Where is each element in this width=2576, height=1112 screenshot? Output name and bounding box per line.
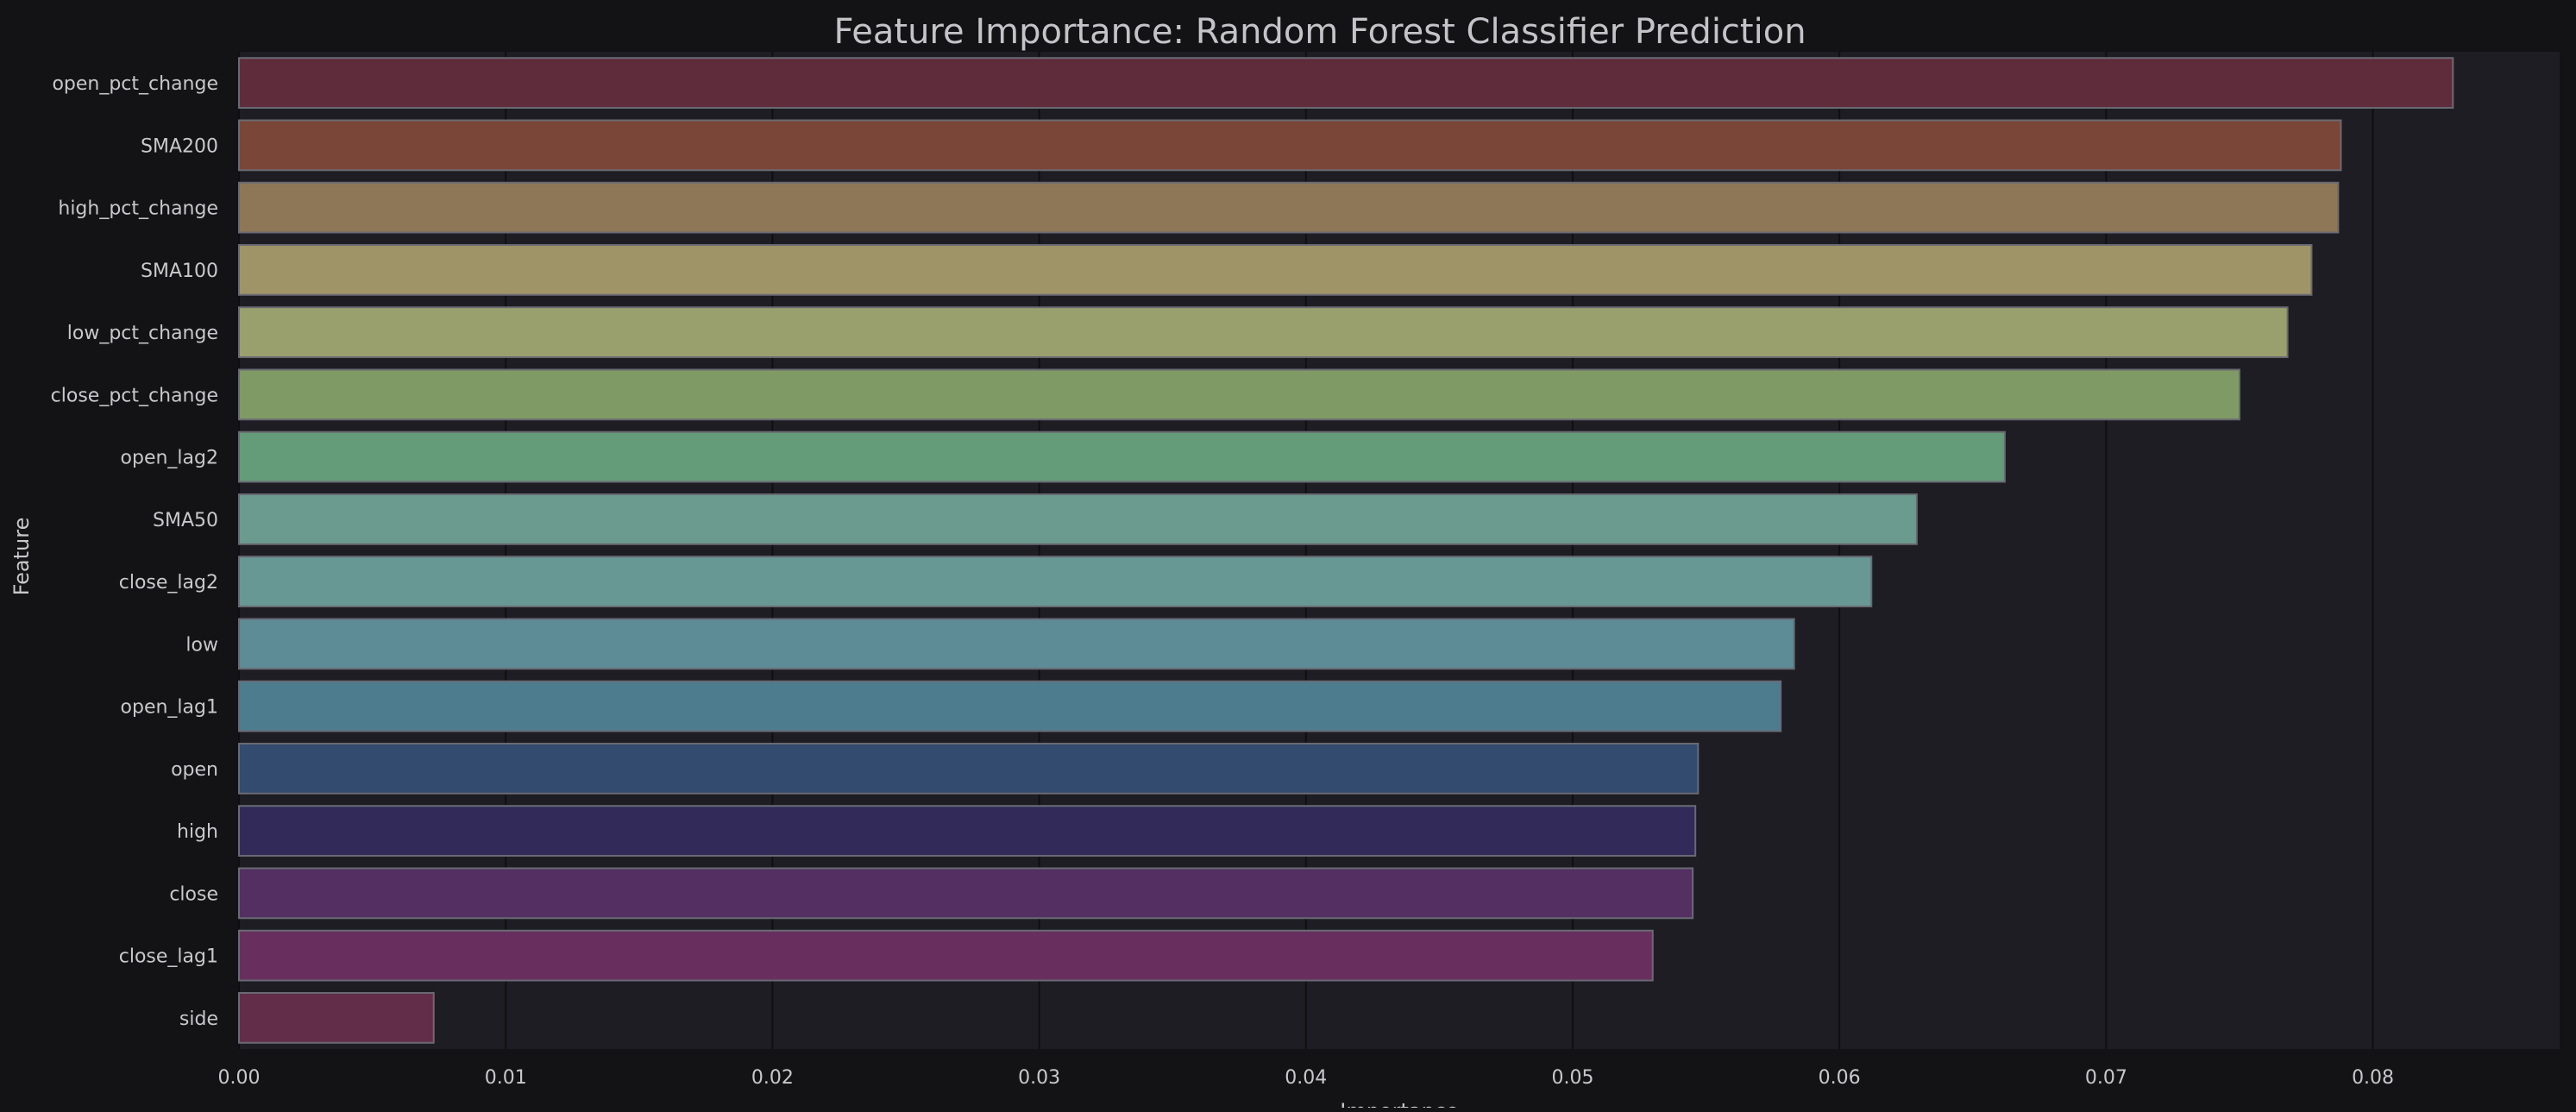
- bar-open-pct-change: [238, 57, 2454, 110]
- y-tick-label: SMA200: [141, 135, 218, 157]
- x-axis-label: Importance: [1340, 1099, 1459, 1108]
- x-tick-label: 0.02: [751, 1067, 794, 1089]
- y-tick-label: low_pct_change: [67, 323, 218, 344]
- x-tick-label: 0.00: [218, 1067, 261, 1089]
- bar-close-lag1: [238, 929, 1654, 982]
- y-tick-label: open_lag2: [121, 448, 218, 469]
- y-axis-label: Feature: [9, 518, 34, 596]
- x-tick-label: 0.07: [2085, 1067, 2127, 1089]
- x-tick-labels: 0.00 0.01 0.02 0.03 0.04 0.05 0.06 0.07 0.08: [218, 1067, 2395, 1089]
- y-tick-label: open: [171, 759, 218, 781]
- bars: [238, 57, 2454, 1044]
- x-tick-label: 0.05: [1551, 1067, 1593, 1089]
- x-tick-label: 0.08: [2352, 1067, 2394, 1089]
- y-tick-label: open_lag1: [121, 697, 218, 719]
- y-tick-label: high_pct_change: [58, 198, 218, 220]
- chart-title: Feature Importance: Random Forest Classi…: [833, 12, 1806, 52]
- bar-close: [238, 867, 1694, 920]
- x-tick-label: 0.06: [1819, 1067, 1861, 1089]
- bar-high-pct-change: [238, 181, 2340, 234]
- y-tick-label: close_lag2: [119, 572, 218, 594]
- y-tick-label: SMA50: [153, 510, 218, 531]
- bar-sma200: [238, 119, 2342, 172]
- bar-open-lag1: [238, 680, 1782, 732]
- bar-open-lag2: [238, 430, 2006, 483]
- bar-sma100: [238, 243, 2313, 296]
- y-tick-label: side: [179, 1008, 218, 1030]
- y-tick-label: high: [177, 821, 218, 843]
- x-tick-label: 0.01: [485, 1067, 527, 1089]
- x-tick-label: 0.03: [1018, 1067, 1060, 1089]
- y-tick-label: close_lag1: [119, 946, 218, 968]
- bar-close-lag2: [238, 556, 1873, 608]
- y-tick-label: close_pct_change: [51, 385, 218, 406]
- y-tick-label: SMA100: [141, 261, 218, 282]
- bar-open: [238, 742, 1700, 795]
- y-tick-label: close: [169, 883, 218, 905]
- y-tick-labels: open_pct_change SMA200 high_pct_change SMA1…: [51, 73, 218, 1030]
- y-tick-label: low: [185, 634, 218, 656]
- bar-sma50: [238, 493, 1918, 545]
- bar-low: [238, 618, 1795, 670]
- bar-close-pct-change: [238, 368, 2240, 421]
- y-tick-label: open_pct_change: [52, 73, 218, 95]
- bar-low-pct-change: [238, 306, 2289, 359]
- x-tick-label: 0.04: [1285, 1067, 1327, 1089]
- bar-high: [238, 805, 1697, 858]
- bar-side: [238, 991, 435, 1044]
